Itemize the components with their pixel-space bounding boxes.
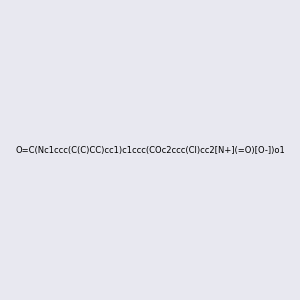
Text: O=C(Nc1ccc(C(C)CC)cc1)c1ccc(COc2ccc(Cl)cc2[N+](=O)[O-])o1: O=C(Nc1ccc(C(C)CC)cc1)c1ccc(COc2ccc(Cl)c…: [15, 146, 285, 154]
